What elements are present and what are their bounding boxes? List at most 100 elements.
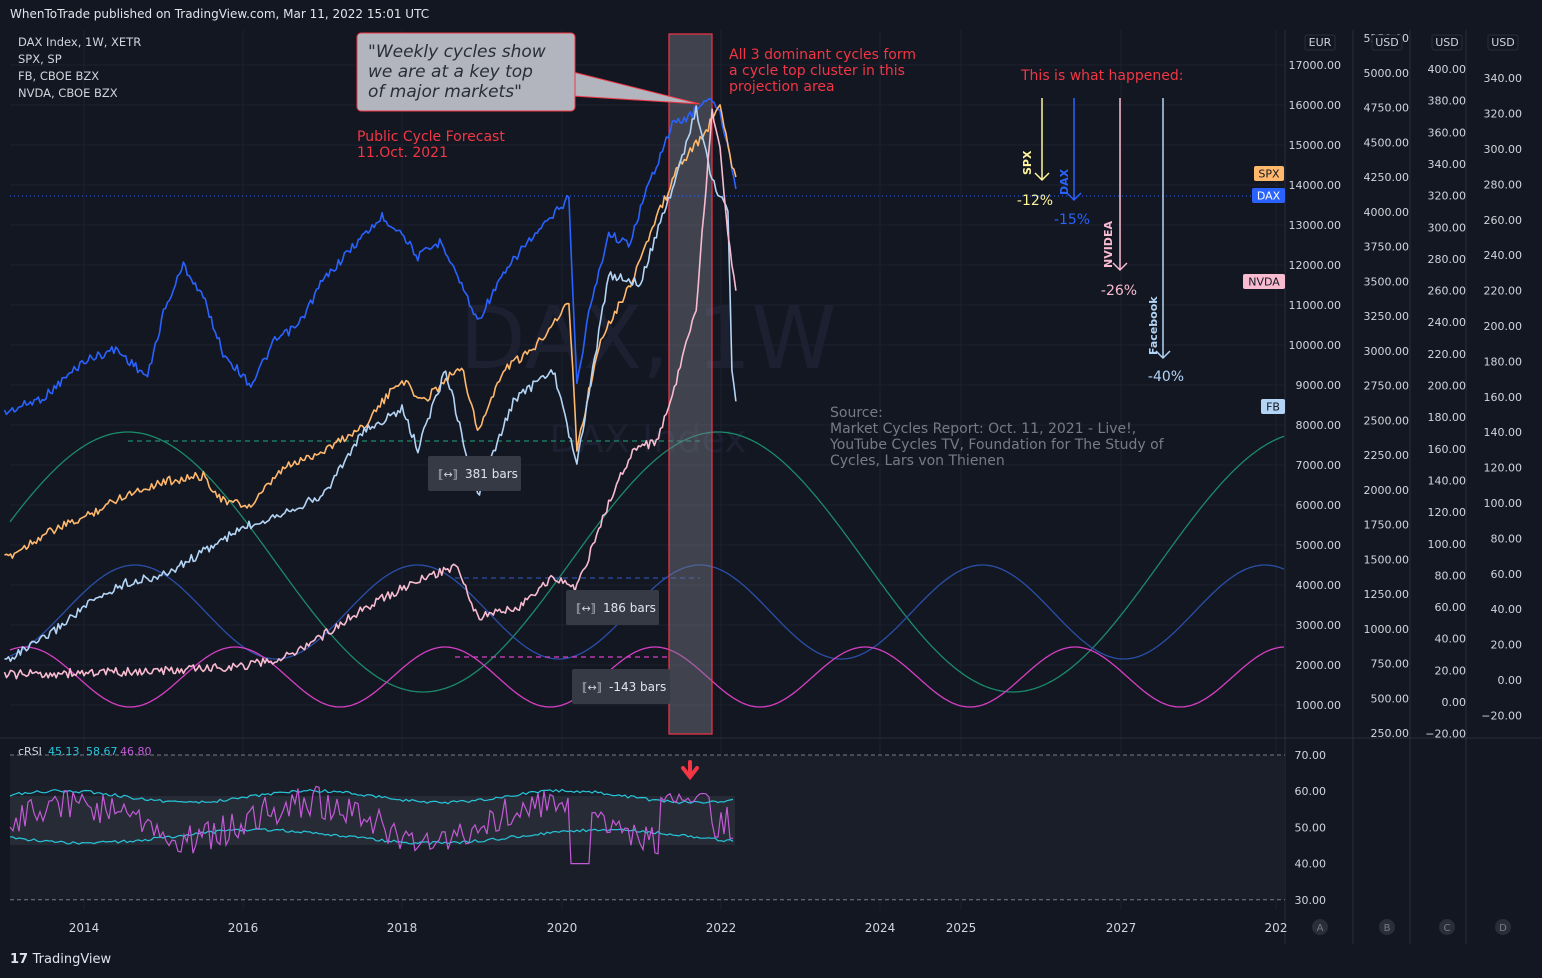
legend-symbol-2: SPX, SP	[18, 52, 62, 66]
axis-unit-B: USD	[1375, 36, 1399, 49]
axis-D-tick: 340.00	[1484, 72, 1523, 85]
callout-line3: of major markets"	[368, 82, 522, 102]
x-tick-2016: 2016	[228, 921, 259, 935]
axis-C-tick: 360.00	[1428, 126, 1467, 139]
axis-id-badge-A	[1312, 919, 1328, 935]
highlight-layer	[668, 33, 713, 735]
axis-A-tick: 10000.00	[1289, 339, 1342, 352]
x-tick-2027: 2027	[1106, 921, 1137, 935]
price-tag-label-fb: FB	[1266, 401, 1280, 414]
crsi-tick: 30.00	[1295, 894, 1327, 907]
axis-A-tick: 9000.00	[1296, 379, 1342, 392]
price-tag-label-spx: SPX	[1258, 168, 1280, 181]
cycle-wave-1	[9, 431, 1285, 693]
axis-D-tick: 0.00	[1498, 674, 1523, 687]
crsi-tick: 70.00	[1295, 749, 1327, 762]
axis-B-tick: 4500.00	[1364, 136, 1410, 149]
crsi-tick: 60.00	[1295, 785, 1327, 798]
axis-A-tick: 13000.00	[1289, 219, 1342, 232]
callout-box	[356, 32, 576, 112]
axis-C-tick: 340.00	[1428, 158, 1467, 171]
axis-C-tick: 0.00	[1442, 696, 1467, 709]
crsi-tick: 50.00	[1295, 821, 1327, 834]
crsi-signal-arrow	[681, 760, 699, 781]
price-tag-dax	[1252, 188, 1285, 203]
axis-B-tick: 750.00	[1371, 658, 1410, 671]
axis-C-tick: 320.00	[1428, 190, 1467, 203]
axis-unit-box-A	[1304, 34, 1336, 51]
x-tick-2014: 2014	[69, 921, 100, 935]
outcome-name-2: DAX	[1058, 168, 1071, 195]
axis-id-B: B	[1384, 923, 1391, 934]
happened-title: This is what happened:	[1020, 68, 1183, 84]
cluster-note-line1: All 3 dominant cycles form	[729, 47, 916, 63]
annotation-layer: DAX Index, 1W, XETR SPX, SP FB, CBOE BZX NV…	[18, 32, 1285, 704]
axis-A-tick: 1000.00	[1296, 699, 1342, 712]
outcome-name-4: Facebook	[1147, 296, 1160, 355]
axis-id-badge-D	[1495, 919, 1511, 935]
axis-B-tick: 3750.00	[1364, 241, 1410, 254]
axis-C-tick: −20.00	[1425, 728, 1466, 741]
bar-label-text-3: -143 bars	[609, 680, 666, 694]
crsi-upper-band	[9, 788, 734, 805]
tradingview-logo[interactable]: 17 TradingView	[10, 952, 111, 967]
callout-line2: we are at a key top	[368, 62, 533, 82]
axis-layer: 17000.00 16000.00 15000.00 14000.00 13000.00…	[69, 30, 1522, 944]
axis-A-tick: 12000.00	[1289, 259, 1342, 272]
axis-A-tick: 5000.00	[1296, 539, 1342, 552]
price-tag-spx	[1254, 166, 1284, 181]
cluster-note-line3: projection area	[729, 79, 835, 95]
axis-D-tick: 200.00	[1484, 320, 1523, 333]
axis-A-tick: 17000.00	[1289, 59, 1342, 72]
axis-C-tick: 160.00	[1428, 443, 1467, 456]
axis-C-tick: 100.00	[1428, 538, 1467, 551]
axis-B-tick: 2500.00	[1364, 414, 1410, 427]
axis-id-badge-B	[1379, 919, 1395, 935]
axis-B-tick: 1750.00	[1364, 519, 1410, 532]
footer-bar: 17 TradingView	[0, 944, 1542, 978]
outcome-name-1: SPX	[1021, 150, 1034, 175]
axis-A-tick: 14000.00	[1289, 179, 1342, 192]
legend-symbol-3: FB, CBOE BZX	[18, 69, 99, 83]
axis-C-tick: 220.00	[1428, 348, 1467, 361]
source-note-line3: YouTube Cycles TV, Foundation for The St…	[829, 437, 1165, 453]
x-tick-202: 202	[1265, 921, 1288, 935]
axis-C-tick: 60.00	[1435, 601, 1467, 614]
bar-label-icon-1: ⟦↔⟧	[438, 468, 458, 481]
price-tag-label-dax: DAX	[1257, 190, 1281, 203]
series-line-dax	[3, 97, 737, 416]
price-tag-fb	[1261, 399, 1285, 414]
forecast-note-line2: 11.Oct. 2021	[357, 145, 448, 161]
axis-D-tick: 240.00	[1484, 249, 1523, 262]
axis-B-tick: 4250.00	[1364, 171, 1410, 184]
axis-D-tick: 320.00	[1484, 108, 1523, 121]
x-tick-2018: 2018	[387, 921, 418, 935]
axis-C-tick: 260.00	[1428, 285, 1467, 298]
axis-D-tick: 60.00	[1491, 568, 1523, 581]
legend-symbol-1: DAX Index, 1W, XETR	[18, 35, 141, 49]
axis-C-tick: 180.00	[1428, 411, 1467, 424]
axis-A-tick: 11000.00	[1289, 299, 1342, 312]
axis-unit-A: EUR	[1309, 36, 1332, 49]
outcome-name-3: NVIDEA	[1102, 221, 1115, 268]
axis-D-tick: −20.00	[1481, 709, 1522, 722]
axis-B-tick: 3250.00	[1364, 310, 1410, 323]
axis-B-tick: 1000.00	[1364, 623, 1410, 636]
logo-text: TradingView	[32, 952, 112, 967]
outcome-arrow-head-1	[1034, 172, 1050, 182]
publish-header: WhenToTrade published on TradingView.com…	[0, 0, 1542, 28]
crsi-value-3: 46.80	[120, 745, 152, 758]
axis-D-tick: 160.00	[1484, 391, 1523, 404]
axis-D-tick: 120.00	[1484, 462, 1523, 475]
cycle-wave-3	[9, 646, 1285, 708]
series-line-spx	[4, 104, 737, 560]
axis-B-tick: 500.00	[1371, 692, 1410, 705]
crsi-value-1: 45.13	[48, 745, 80, 758]
axis-unit-box-B	[1371, 34, 1403, 51]
axis-C-tick: 380.00	[1428, 95, 1467, 108]
series-line-fb	[4, 105, 737, 663]
crsi-label: cRSI	[18, 745, 42, 758]
axis-C-tick: 400.00	[1428, 63, 1467, 76]
bar-label-box-1	[428, 456, 521, 491]
